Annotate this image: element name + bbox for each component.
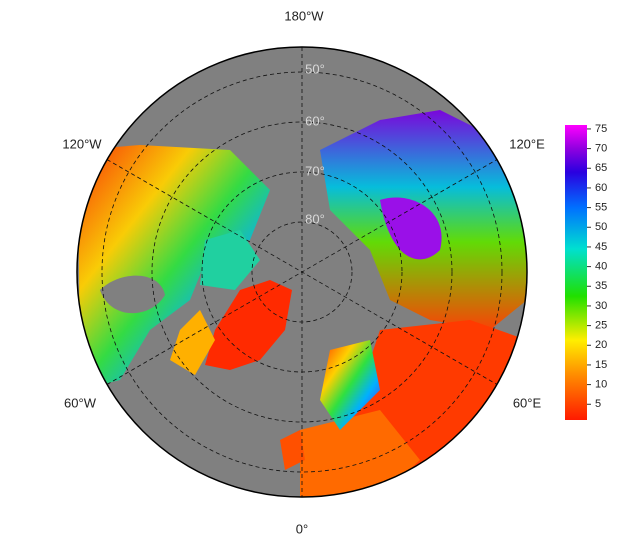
graticule [101,47,503,497]
lat-label: 80° [305,211,325,226]
lon-label: 120°E [509,136,545,151]
colorbar-tick-label: 65 [595,162,607,174]
colorbar-tick-label: 35 [595,280,607,292]
colorbar-tick-label: 20 [595,339,607,351]
colorbar-tick-label: 30 [595,300,607,312]
map-disk [77,47,527,497]
colorbar-tick-label: 15 [595,359,607,371]
colorbar-tick-label: 50 [595,221,607,233]
lon-label: 60°W [64,395,97,410]
colorbar-tick-label: 5 [595,398,601,410]
colorbar-tick-label: 75 [595,123,607,135]
lon-label: 120°W [62,136,102,151]
lat-label: 70° [305,163,325,178]
map-border [76,46,528,498]
colorbar-tick-label: 10 [595,379,607,391]
lat-label: 50° [305,61,325,76]
colorbar [565,125,587,420]
colorbar-tick-label: 45 [595,241,607,253]
lon-label: 180°W [284,8,324,23]
colorbar-tick-label: 25 [595,320,607,332]
lat-label: 60° [305,113,325,128]
colorbar-tick-label: 60 [595,182,607,194]
lon-label: 0° [296,521,308,536]
colorbar-tick-label: 70 [595,143,607,155]
colorbar-tick-label: 55 [595,202,607,214]
lon-label: 60°E [513,395,542,410]
colorbar-tick-label: 40 [595,261,607,273]
